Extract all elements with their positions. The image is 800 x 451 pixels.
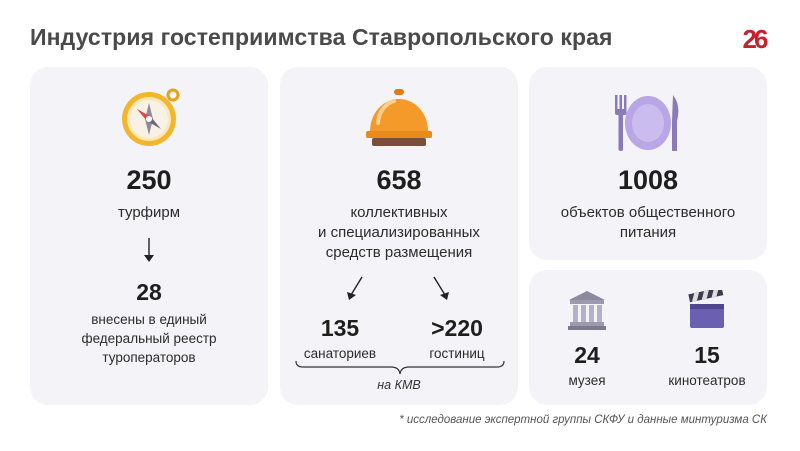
- museums-label: музея: [568, 373, 606, 388]
- clapperboard-icon: [687, 290, 727, 330]
- catering-label: объектов общественного питания: [560, 204, 736, 241]
- arrow-down-left-icon: [346, 275, 366, 301]
- plate-fork-knife-icon: [611, 91, 685, 155]
- cinemas-label: кинотеатров: [668, 373, 746, 388]
- tourfirms-value: 250: [126, 165, 172, 195]
- culture-card: 24 музея 15 кинотеатров: [529, 270, 767, 405]
- registered-label: внесены в единый федеральный реестр туро…: [81, 312, 217, 365]
- lodging-card: 658 коллективных и специализированных ср…: [280, 67, 518, 405]
- kmv-label: на КМВ: [377, 378, 421, 392]
- sanatoriums-label: санаториев: [303, 346, 377, 361]
- museums-value: 24: [574, 342, 600, 368]
- reception-bell-icon: [364, 87, 434, 149]
- bracket: [295, 360, 505, 376]
- catering-card: 1008 объектов общественного питания: [529, 67, 767, 260]
- arrow-down-icon: [141, 237, 157, 263]
- footnote: * исследование экспертной группы СКФУ и …: [399, 414, 767, 426]
- lodging-label: коллективных и специализированных средст…: [318, 204, 480, 261]
- museum-icon: [568, 290, 606, 330]
- logo-26[interactable]: 26: [738, 22, 770, 54]
- page-title: Индустрия гостеприимства Ставропольского…: [30, 24, 613, 50]
- hotels-value: >220: [431, 315, 483, 341]
- lodging-value: 658: [376, 165, 422, 195]
- svg-text:26: 26: [743, 24, 768, 54]
- registered-value: 28: [136, 279, 162, 305]
- cinemas-value: 15: [694, 342, 720, 368]
- tourfirms-label: турфирм: [117, 204, 181, 221]
- sanatoriums-value: 135: [320, 315, 360, 341]
- tourism-card: 250 турфирм 28 внесены в единый федераль…: [30, 67, 268, 405]
- hotels-label: гостиниц: [429, 346, 485, 361]
- compass-icon: [117, 85, 183, 151]
- arrow-down-right-icon: [430, 275, 450, 301]
- catering-value: 1008: [617, 165, 679, 195]
